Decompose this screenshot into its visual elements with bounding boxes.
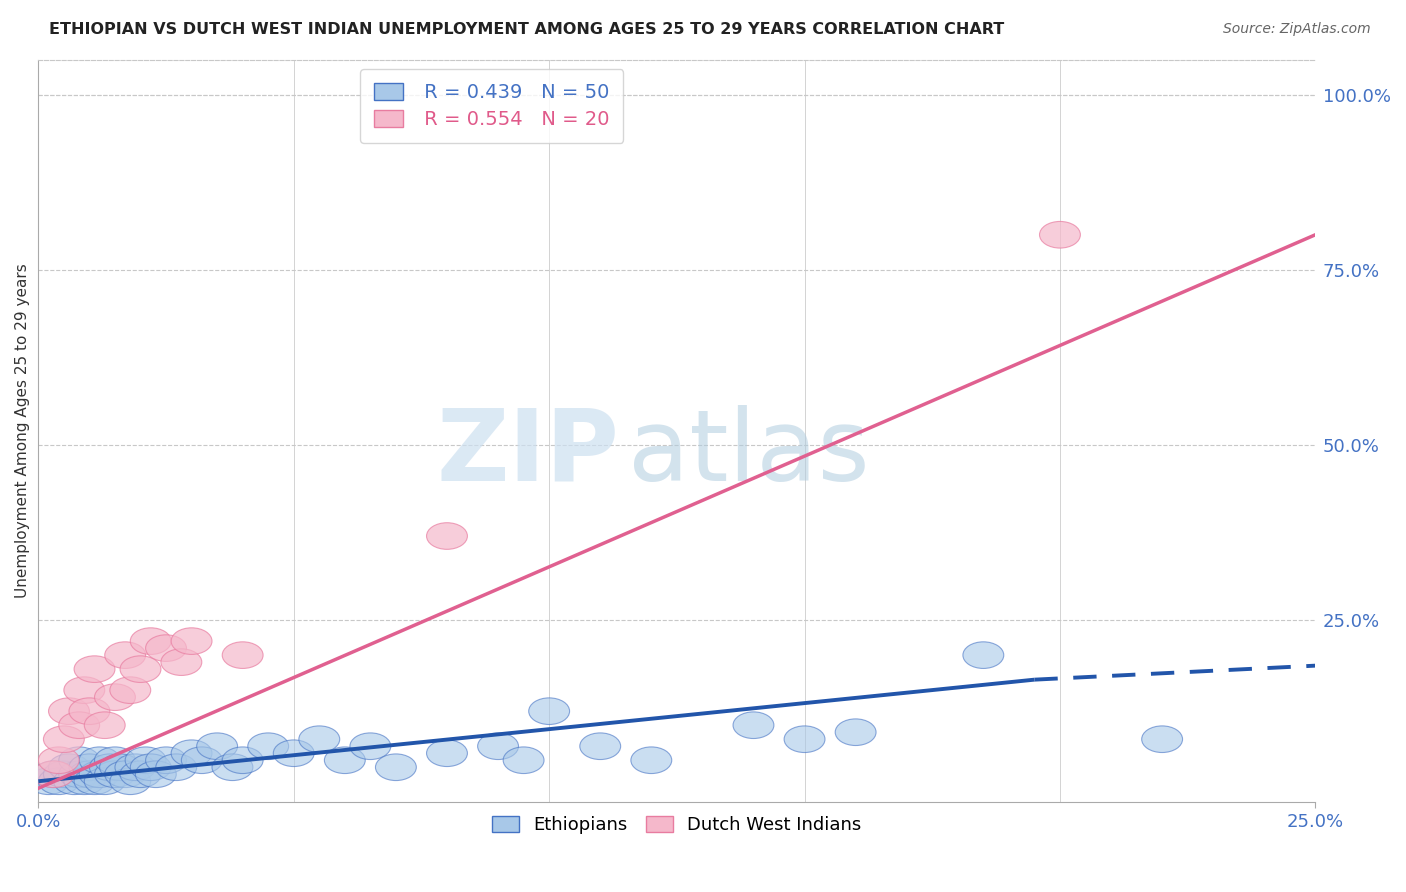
Ellipse shape [785,726,825,753]
Ellipse shape [38,768,79,795]
Ellipse shape [172,739,212,766]
Ellipse shape [94,747,135,773]
Ellipse shape [104,761,146,788]
Text: Source: ZipAtlas.com: Source: ZipAtlas.com [1223,22,1371,37]
Ellipse shape [733,712,773,739]
Text: atlas: atlas [628,405,870,501]
Ellipse shape [146,635,187,662]
Ellipse shape [84,768,125,795]
Ellipse shape [160,648,202,675]
Ellipse shape [75,656,115,682]
Ellipse shape [222,747,263,773]
Ellipse shape [426,739,467,766]
Ellipse shape [1142,726,1182,753]
Ellipse shape [49,698,90,724]
Ellipse shape [59,712,100,739]
Ellipse shape [75,768,115,795]
Ellipse shape [49,754,90,780]
Text: ZIP: ZIP [436,405,620,501]
Ellipse shape [135,761,176,788]
Ellipse shape [375,754,416,780]
Ellipse shape [325,747,366,773]
Ellipse shape [426,523,467,549]
Ellipse shape [131,754,172,780]
Ellipse shape [63,677,104,704]
Ellipse shape [90,754,131,780]
Ellipse shape [120,656,160,682]
Ellipse shape [44,726,84,753]
Ellipse shape [273,739,314,766]
Ellipse shape [478,733,519,759]
Ellipse shape [579,733,620,759]
Ellipse shape [110,768,150,795]
Ellipse shape [28,768,69,795]
Ellipse shape [529,698,569,724]
Ellipse shape [247,733,288,759]
Ellipse shape [110,677,150,704]
Y-axis label: Unemployment Among Ages 25 to 29 years: Unemployment Among Ages 25 to 29 years [15,263,30,599]
Text: ETHIOPIAN VS DUTCH WEST INDIAN UNEMPLOYMENT AMONG AGES 25 TO 29 YEARS CORRELATIO: ETHIOPIAN VS DUTCH WEST INDIAN UNEMPLOYM… [49,22,1004,37]
Ellipse shape [69,754,110,780]
Ellipse shape [34,761,75,788]
Ellipse shape [197,733,238,759]
Ellipse shape [84,712,125,739]
Ellipse shape [59,761,100,788]
Ellipse shape [212,754,253,780]
Ellipse shape [503,747,544,773]
Ellipse shape [100,754,141,780]
Ellipse shape [222,642,263,668]
Ellipse shape [120,761,160,788]
Ellipse shape [181,747,222,773]
Ellipse shape [631,747,672,773]
Ellipse shape [1039,221,1080,248]
Ellipse shape [94,761,135,788]
Ellipse shape [69,761,110,788]
Ellipse shape [63,768,104,795]
Ellipse shape [104,642,146,668]
Ellipse shape [963,642,1004,668]
Ellipse shape [79,761,120,788]
Ellipse shape [146,747,187,773]
Ellipse shape [125,747,166,773]
Ellipse shape [835,719,876,746]
Ellipse shape [172,628,212,655]
Ellipse shape [115,754,156,780]
Ellipse shape [131,628,172,655]
Ellipse shape [69,698,110,724]
Legend: Ethiopians, Dutch West Indians: Ethiopians, Dutch West Indians [481,805,873,846]
Ellipse shape [34,761,75,788]
Ellipse shape [44,761,84,788]
Ellipse shape [156,754,197,780]
Ellipse shape [59,747,100,773]
Ellipse shape [79,747,120,773]
Ellipse shape [94,684,135,711]
Ellipse shape [299,726,340,753]
Ellipse shape [53,768,94,795]
Ellipse shape [350,733,391,759]
Ellipse shape [38,747,79,773]
